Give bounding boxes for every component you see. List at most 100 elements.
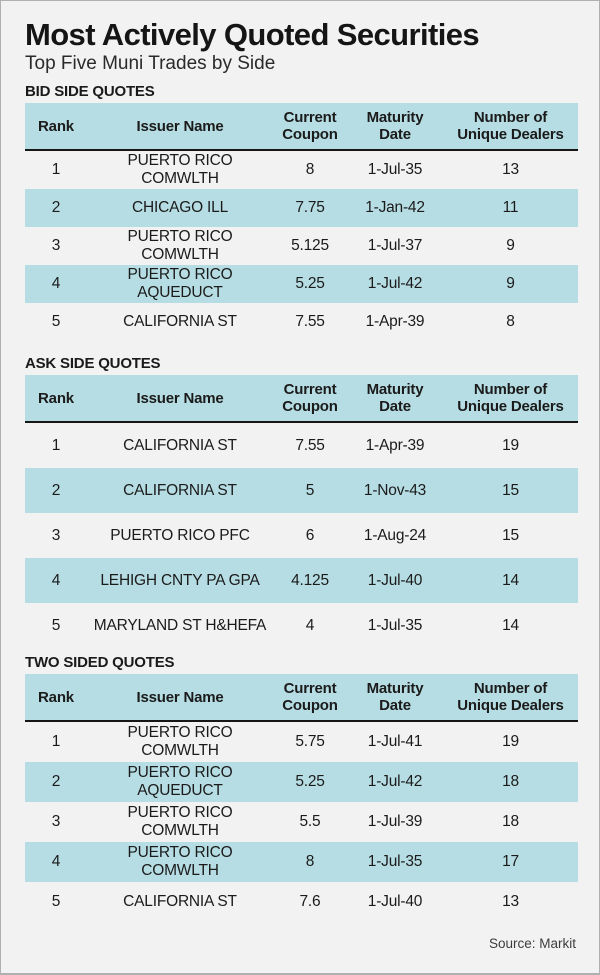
cell-coupon: 4.125: [291, 571, 329, 589]
col-header-rank: Rank: [38, 688, 74, 706]
cell-rank: 2: [51, 773, 61, 790]
cell-coupon: 5.5: [299, 813, 321, 830]
table-row: 4 PUERTO RICO COMWLTH 8 1-Jul-35 17: [25, 842, 578, 882]
two-sided-quotes-table: Rank Issuer Name Current Coupon Maturity…: [25, 674, 578, 922]
cell-coupon: 7.55: [295, 436, 325, 454]
table-row: 5 CALIFORNIA ST 7.6 1-Jul-40 13: [25, 882, 578, 922]
cell-issuer: MARYLAND ST H&HEFA: [93, 616, 267, 634]
cell-coupon: 7.6: [299, 893, 321, 910]
section-label-ask: ASK SIDE QUOTES: [25, 355, 161, 372]
cell-coupon: 5: [305, 481, 315, 499]
cell-coupon: 5.25: [295, 275, 325, 292]
cell-coupon: 5.125: [291, 237, 329, 254]
cell-rank: 1: [51, 161, 61, 178]
table-row: 4 LEHIGH CNTY PA GPA 4.125 1-Jul-40 14: [25, 558, 578, 603]
table-row: 5 MARYLAND ST H&HEFA 4 1-Jul-35 14: [25, 603, 578, 648]
cell-rank: 4: [51, 853, 61, 870]
cell-dealers: 19: [502, 733, 519, 750]
table-header-row: Rank Issuer Name Current Coupon Maturity…: [25, 375, 578, 423]
cell-maturity: 1-Jan-42: [365, 199, 425, 216]
cell-dealers: 15: [502, 526, 519, 544]
section-label-two-sided: TWO SIDED QUOTES: [25, 654, 175, 671]
cell-dealers: 14: [502, 616, 519, 634]
cell-maturity: 1-Jul-40: [367, 893, 423, 910]
cell-issuer: CALIFORNIA ST: [123, 313, 237, 330]
cell-rank: 5: [51, 313, 61, 330]
source-credit: Source: Markit: [488, 936, 576, 951]
cell-maturity: 1-Jul-42: [367, 773, 423, 790]
col-header-maturity-date: Maturity Date: [366, 381, 424, 415]
page-subtitle: Top Five Muni Trades by Side: [25, 53, 276, 74]
cell-dealers: 11: [502, 199, 519, 216]
table-row: 3 PUERTO RICO PFC 6 1-Aug-24 15: [25, 513, 578, 558]
table-row: 4 PUERTO RICO AQUEDUCT 5.25 1-Jul-42 9: [25, 265, 578, 303]
table-row: 3 PUERTO RICO COMWLTH 5.125 1-Jul-37 9: [25, 227, 578, 265]
col-header-unique-dealers: Number of Unique Dealers: [457, 109, 564, 143]
cell-dealers: 13: [502, 893, 519, 910]
cell-rank: 4: [51, 275, 61, 292]
col-header-issuer-name: Issuer Name: [136, 117, 224, 135]
cell-dealers: 19: [502, 436, 519, 454]
table-row: 2 CHICAGO ILL 7.75 1-Jan-42 11: [25, 189, 578, 227]
cell-issuer: LEHIGH CNTY PA GPA: [100, 571, 260, 589]
cell-maturity: 1-Apr-39: [365, 436, 425, 454]
cell-maturity: 1-Jul-40: [367, 571, 423, 589]
table-row: 1 PUERTO RICO COMWLTH 8 1-Jul-35 13: [25, 151, 578, 189]
cell-issuer: CALIFORNIA ST: [123, 481, 237, 499]
cell-rank: 2: [51, 199, 61, 216]
col-header-rank: Rank: [38, 389, 74, 407]
cell-issuer: PUERTO RICO COMWLTH: [127, 724, 233, 759]
cell-maturity: 1-Aug-24: [363, 526, 427, 544]
cell-maturity: 1-Jul-37: [367, 237, 423, 254]
cell-rank: 5: [51, 893, 61, 910]
cell-issuer: PUERTO RICO COMWLTH: [127, 152, 233, 187]
table-row: 1 PUERTO RICO COMWLTH 5.75 1-Jul-41 19: [25, 722, 578, 762]
table-body: 1 PUERTO RICO COMWLTH 5.75 1-Jul-41 19 2 PUERT…: [25, 722, 578, 922]
table-body: 1 CALIFORNIA ST 7.55 1-Apr-39 19 2 CALIFORNIA …: [25, 423, 578, 648]
cell-issuer: PUERTO RICO AQUEDUCT: [127, 764, 233, 799]
cell-issuer: PUERTO RICO COMWLTH: [127, 228, 233, 263]
cell-coupon: 5.25: [295, 773, 325, 790]
cell-coupon: 8: [305, 161, 315, 178]
col-header-issuer-name: Issuer Name: [136, 688, 224, 706]
cell-maturity: 1-Nov-43: [363, 481, 427, 499]
cell-issuer: PUERTO RICO AQUEDUCT: [127, 266, 233, 301]
cell-dealers: 18: [502, 813, 519, 830]
cell-issuer: PUERTO RICO COMWLTH: [127, 844, 233, 879]
col-header-current-coupon: Current Coupon: [282, 381, 338, 415]
col-header-rank: Rank: [38, 117, 74, 135]
cell-issuer: CALIFORNIA ST: [123, 436, 237, 454]
page-title: Most Actively Quoted Securities: [25, 17, 480, 52]
cell-dealers: 9: [506, 237, 515, 254]
table-header-row: Rank Issuer Name Current Coupon Maturity…: [25, 103, 578, 151]
col-header-maturity-date: Maturity Date: [366, 680, 424, 714]
cell-dealers: 17: [502, 853, 519, 870]
bid-quotes-table: Rank Issuer Name Current Coupon Maturity…: [25, 103, 578, 341]
section-bid-side-quotes: BID SIDE QUOTES Rank Issuer Name Current…: [25, 83, 578, 341]
cell-issuer: CHICAGO ILL: [132, 199, 228, 216]
section-label-bid: BID SIDE QUOTES: [25, 83, 155, 100]
col-header-maturity-date: Maturity Date: [366, 109, 424, 143]
col-header-current-coupon: Current Coupon: [282, 109, 338, 143]
table-row: 5 CALIFORNIA ST 7.55 1-Apr-39 8: [25, 303, 578, 341]
cell-coupon: 7.75: [295, 199, 325, 216]
cell-maturity: 1-Apr-39: [365, 313, 425, 330]
cell-dealers: 14: [502, 571, 519, 589]
table-row: 2 PUERTO RICO AQUEDUCT 5.25 1-Jul-42 18: [25, 762, 578, 802]
cell-dealers: 18: [502, 773, 519, 790]
table-row: 2 CALIFORNIA ST 5 1-Nov-43 15: [25, 468, 578, 513]
col-header-unique-dealers: Number of Unique Dealers: [457, 680, 564, 714]
cell-dealers: 13: [502, 161, 519, 178]
col-header-current-coupon: Current Coupon: [282, 680, 338, 714]
cell-rank: 3: [51, 526, 61, 544]
cell-issuer: PUERTO RICO PFC: [110, 526, 250, 544]
cell-maturity: 1-Jul-35: [367, 161, 423, 178]
cell-maturity: 1-Jul-35: [367, 853, 423, 870]
cell-maturity: 1-Jul-41: [367, 733, 423, 750]
cell-rank: 1: [51, 436, 61, 454]
cell-issuer: CALIFORNIA ST: [123, 893, 237, 910]
cell-rank: 5: [51, 616, 61, 634]
cell-coupon: 8: [305, 853, 315, 870]
table-body: 1 PUERTO RICO COMWLTH 8 1-Jul-35 13 2 CHICAGO …: [25, 151, 578, 341]
